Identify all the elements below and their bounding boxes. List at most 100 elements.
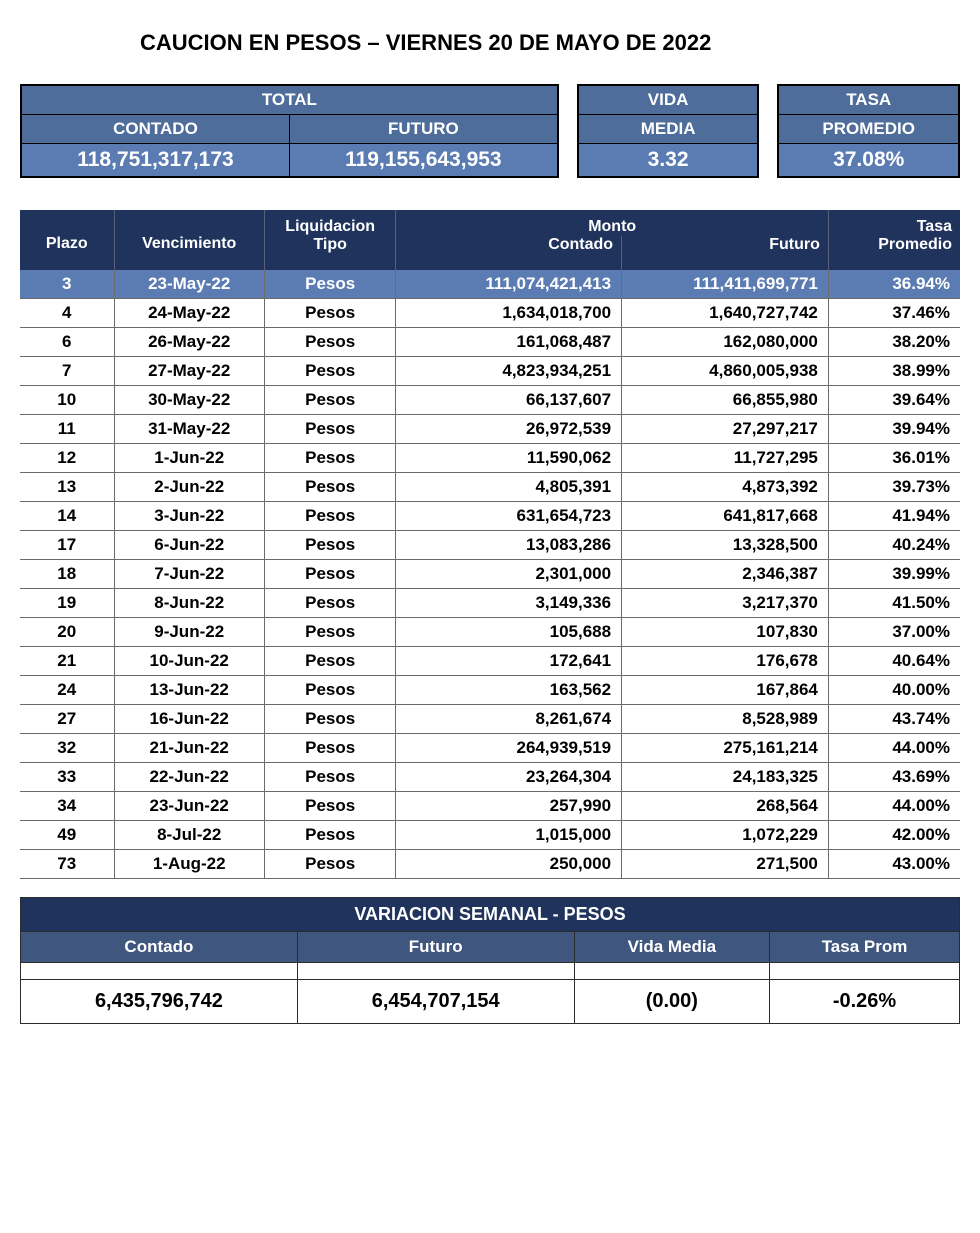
cell-contado: 3,149,336 — [396, 589, 622, 618]
cell-futuro: 66,855,980 — [622, 386, 829, 415]
cell-plazo: 18 — [20, 560, 114, 589]
cell-contado: 105,688 — [396, 618, 622, 647]
variation-title: VARIACION SEMANAL - PESOS — [21, 898, 960, 932]
cell-plazo: 4 — [20, 299, 114, 328]
summary-total-label: TOTAL — [22, 86, 557, 115]
cell-tasa: 38.20% — [828, 328, 960, 357]
cell-plazo: 7 — [20, 357, 114, 386]
cell-futuro: 271,500 — [622, 850, 829, 879]
cell-tipo: Pesos — [264, 589, 396, 618]
cell-futuro: 162,080,000 — [622, 328, 829, 357]
cell-tipo: Pesos — [264, 734, 396, 763]
cell-tasa: 40.24% — [828, 531, 960, 560]
cell-venc: 23-Jun-22 — [114, 792, 264, 821]
cell-tipo: Pesos — [264, 676, 396, 705]
table-row: 424-May-22Pesos1,634,018,7001,640,727,74… — [20, 299, 960, 328]
cell-tasa: 39.99% — [828, 560, 960, 589]
cell-tipo: Pesos — [264, 763, 396, 792]
cell-tipo: Pesos — [264, 531, 396, 560]
cell-plazo: 19 — [20, 589, 114, 618]
cell-venc: 30-May-22 — [114, 386, 264, 415]
cell-venc: 3-Jun-22 — [114, 502, 264, 531]
var-val-vida: (0.00) — [574, 980, 769, 1024]
cell-tipo: Pesos — [264, 618, 396, 647]
summary-promedio-label: PROMEDIO — [779, 115, 958, 144]
col-monto: Monto — [396, 210, 828, 236]
cell-venc: 22-Jun-22 — [114, 763, 264, 792]
main-table-header: Plazo Vencimiento Liquidacion Monto Tasa… — [20, 210, 960, 270]
cell-futuro: 8,528,989 — [622, 705, 829, 734]
cell-plazo: 12 — [20, 444, 114, 473]
cell-futuro: 13,328,500 — [622, 531, 829, 560]
cell-futuro: 641,817,668 — [622, 502, 829, 531]
cell-plazo: 24 — [20, 676, 114, 705]
cell-plazo: 21 — [20, 647, 114, 676]
cell-venc: 2-Jun-22 — [114, 473, 264, 502]
cell-contado: 26,972,539 — [396, 415, 622, 444]
cell-plazo: 34 — [20, 792, 114, 821]
table-row: 498-Jul-22Pesos1,015,0001,072,22942.00% — [20, 821, 960, 850]
col-venc: Vencimiento — [114, 210, 264, 270]
cell-futuro: 4,873,392 — [622, 473, 829, 502]
table-row: 1030-May-22Pesos66,137,60766,855,98039.6… — [20, 386, 960, 415]
table-row: 2110-Jun-22Pesos172,641176,67840.64% — [20, 647, 960, 676]
cell-contado: 8,261,674 — [396, 705, 622, 734]
cell-venc: 8-Jun-22 — [114, 589, 264, 618]
cell-tasa: 41.94% — [828, 502, 960, 531]
cell-venc: 16-Jun-22 — [114, 705, 264, 734]
cell-contado: 1,015,000 — [396, 821, 622, 850]
cell-futuro: 275,161,214 — [622, 734, 829, 763]
summary-futuro-label: FUTURO — [290, 115, 557, 144]
summary-tasa-label: TASA — [779, 86, 958, 115]
table-row: 176-Jun-22Pesos13,083,28613,328,50040.24… — [20, 531, 960, 560]
cell-venc: 31-May-22 — [114, 415, 264, 444]
cell-tipo: Pesos — [264, 647, 396, 676]
cell-tipo: Pesos — [264, 502, 396, 531]
cell-tasa: 36.01% — [828, 444, 960, 473]
cell-contado: 1,634,018,700 — [396, 299, 622, 328]
cell-futuro: 24,183,325 — [622, 763, 829, 792]
cell-tipo: Pesos — [264, 357, 396, 386]
table-row: 121-Jun-22Pesos11,590,06211,727,29536.01… — [20, 444, 960, 473]
cell-plazo: 14 — [20, 502, 114, 531]
main-data-table: Plazo Vencimiento Liquidacion Monto Tasa… — [20, 210, 960, 879]
summary-vida-block: VIDA MEDIA 3.32 — [577, 84, 760, 178]
cell-tipo: Pesos — [264, 328, 396, 357]
cell-contado: 23,264,304 — [396, 763, 622, 792]
cell-plazo: 33 — [20, 763, 114, 792]
cell-tipo: Pesos — [264, 821, 396, 850]
summary-contado-value: 118,751,317,173 — [22, 144, 290, 176]
table-row: 1131-May-22Pesos26,972,53927,297,21739.9… — [20, 415, 960, 444]
cell-tasa: 43.69% — [828, 763, 960, 792]
cell-venc: 6-Jun-22 — [114, 531, 264, 560]
cell-tipo: Pesos — [264, 415, 396, 444]
cell-plazo: 17 — [20, 531, 114, 560]
cell-plazo: 73 — [20, 850, 114, 879]
cell-plazo: 27 — [20, 705, 114, 734]
cell-venc: 23-May-22 — [114, 270, 264, 299]
var-val-tasa: -0.26% — [770, 980, 960, 1024]
table-row: 626-May-22Pesos161,068,487162,080,00038.… — [20, 328, 960, 357]
cell-venc: 26-May-22 — [114, 328, 264, 357]
var-val-contado: 6,435,796,742 — [21, 980, 298, 1024]
cell-futuro: 107,830 — [622, 618, 829, 647]
cell-contado: 172,641 — [396, 647, 622, 676]
cell-futuro: 11,727,295 — [622, 444, 829, 473]
cell-futuro: 1,640,727,742 — [622, 299, 829, 328]
cell-tasa: 43.00% — [828, 850, 960, 879]
cell-tipo: Pesos — [264, 473, 396, 502]
table-row: 187-Jun-22Pesos2,301,0002,346,38739.99% — [20, 560, 960, 589]
cell-tasa: 39.73% — [828, 473, 960, 502]
cell-venc: 24-May-22 — [114, 299, 264, 328]
cell-contado: 264,939,519 — [396, 734, 622, 763]
cell-tasa: 43.74% — [828, 705, 960, 734]
table-row: 3322-Jun-22Pesos23,264,30424,183,32543.6… — [20, 763, 960, 792]
table-row: 209-Jun-22Pesos105,688107,83037.00% — [20, 618, 960, 647]
cell-futuro: 176,678 — [622, 647, 829, 676]
cell-venc: 10-Jun-22 — [114, 647, 264, 676]
cell-contado: 4,805,391 — [396, 473, 622, 502]
page-title: CAUCION EN PESOS – VIERNES 20 DE MAYO DE… — [140, 30, 960, 56]
cell-contado: 66,137,607 — [396, 386, 622, 415]
table-row: 3221-Jun-22Pesos264,939,519275,161,21444… — [20, 734, 960, 763]
cell-contado: 11,590,062 — [396, 444, 622, 473]
